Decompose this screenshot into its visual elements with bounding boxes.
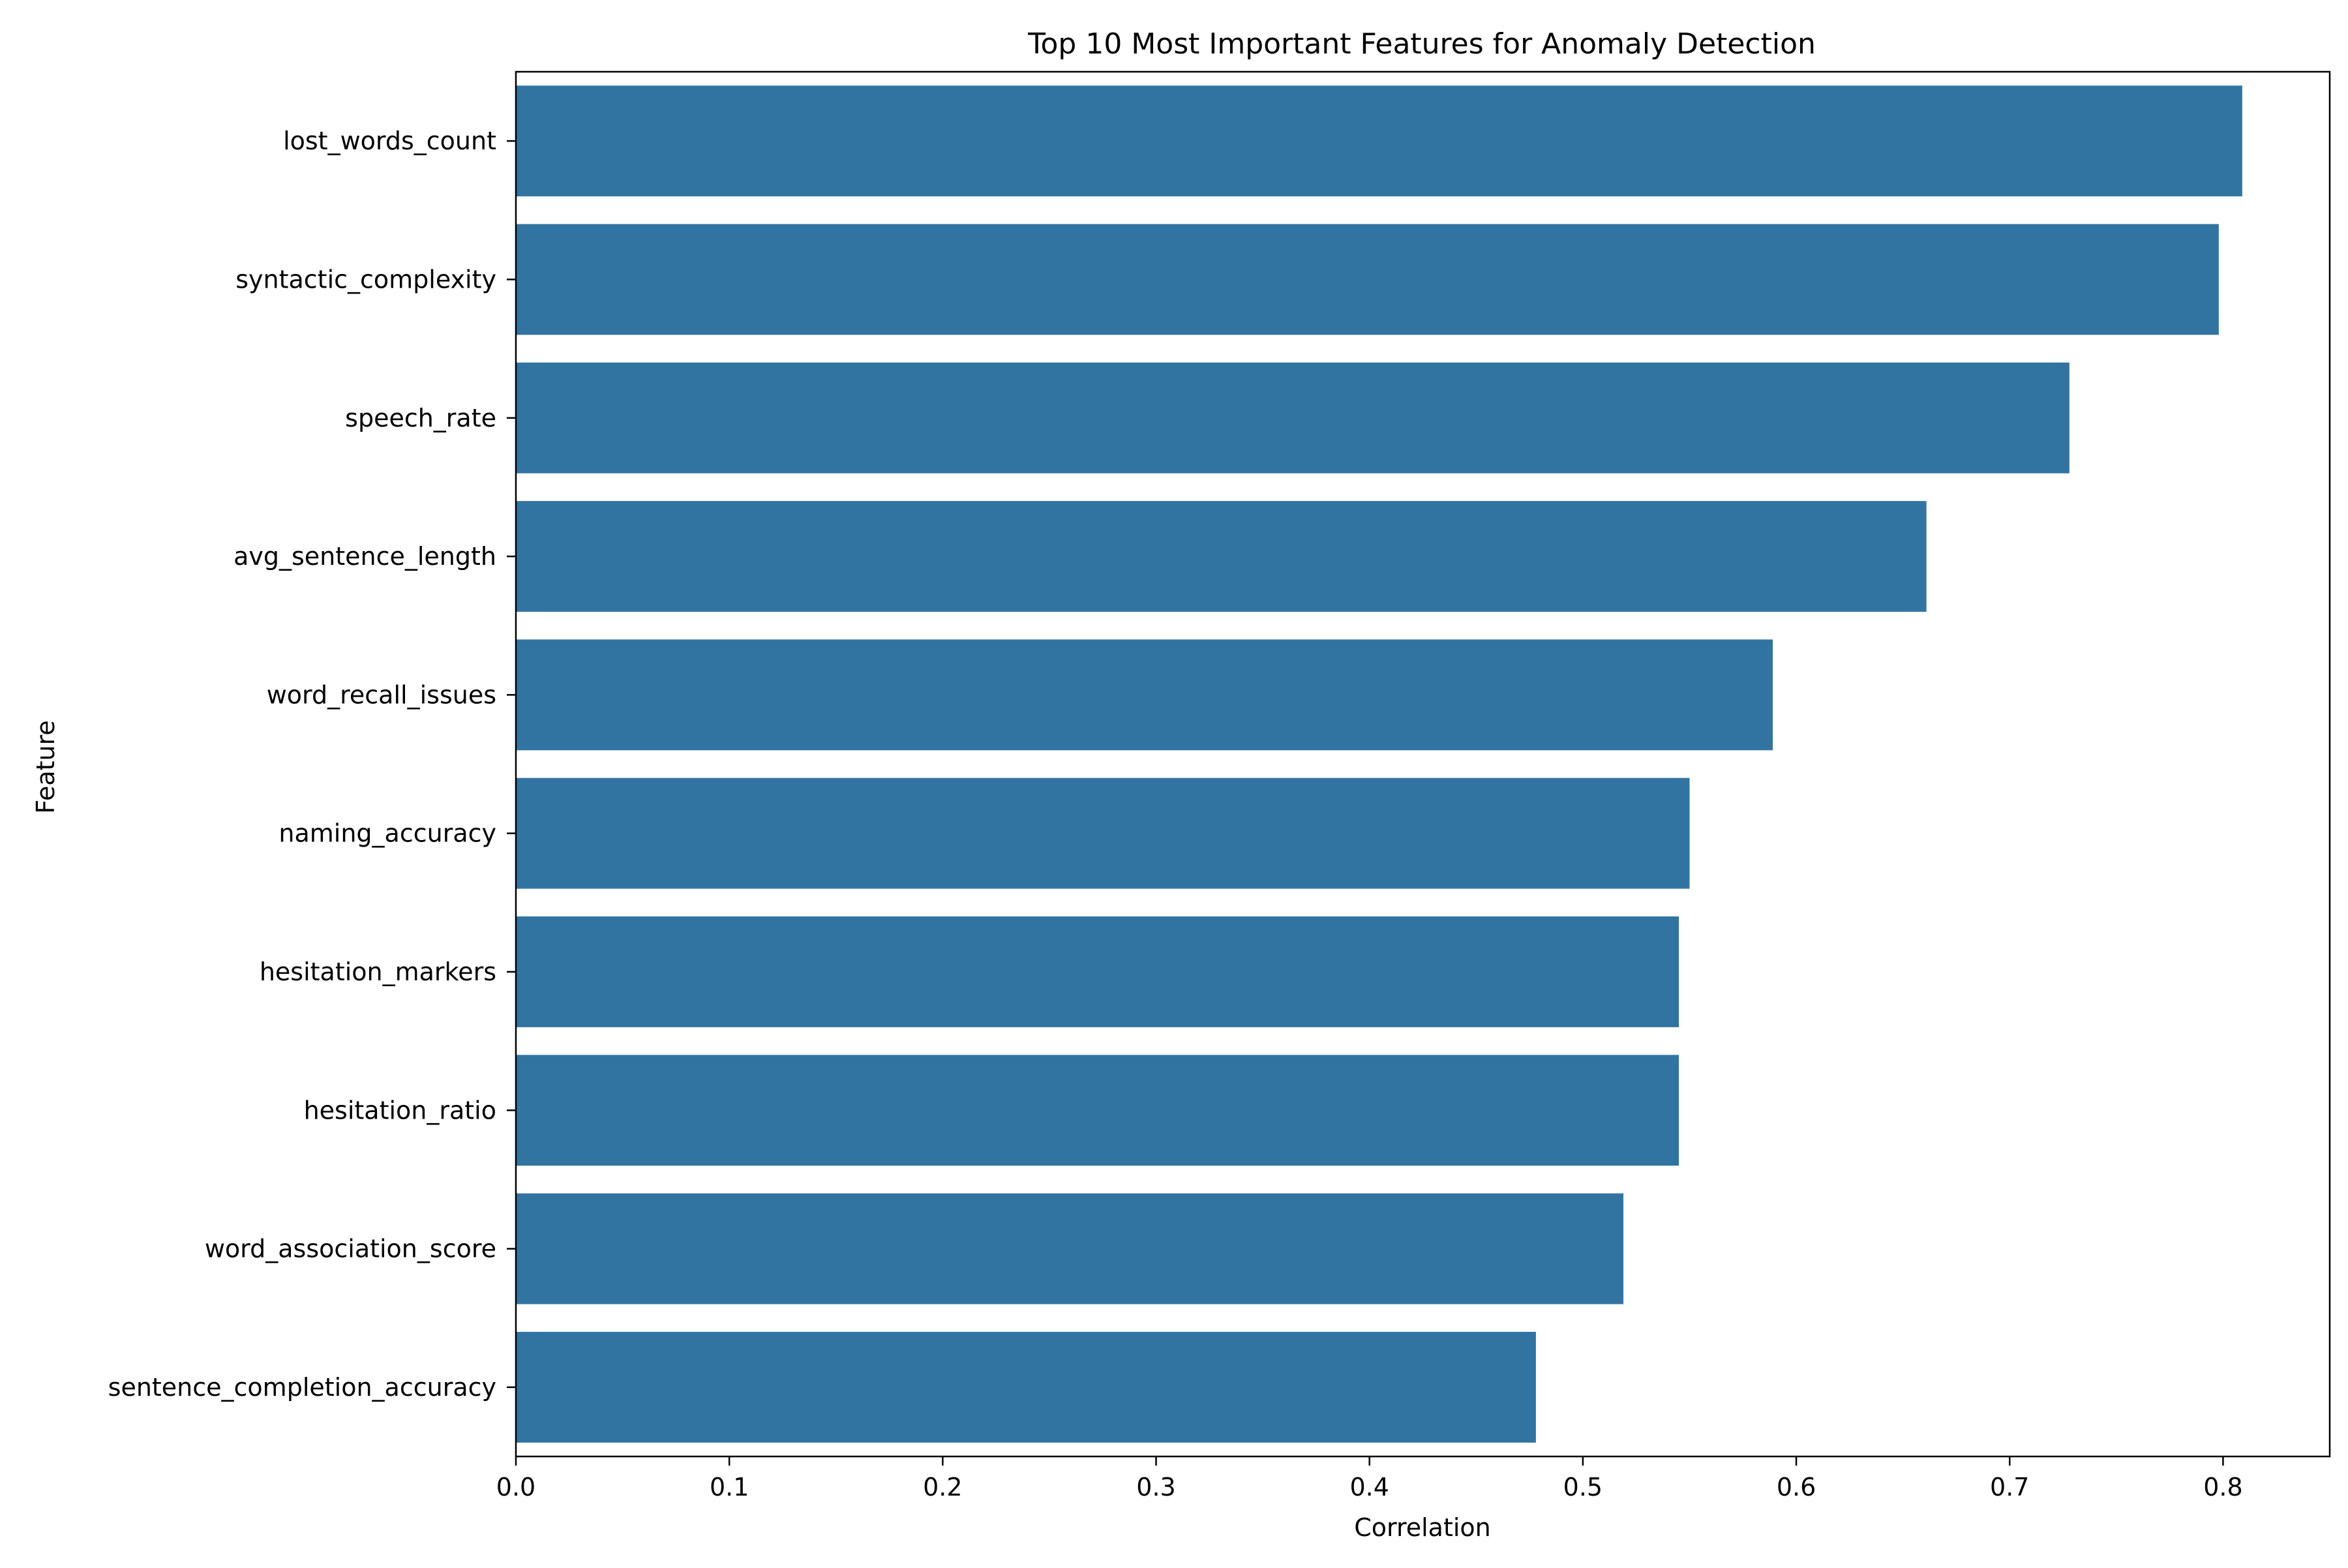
bar-sentence-completion-accuracy [516, 1331, 1536, 1443]
y-tick-label: avg_sentence_length [233, 542, 496, 571]
y-tick-label: hesitation_ratio [304, 1096, 496, 1124]
bar-word-association-score [516, 1193, 1624, 1304]
x-tick-label: 0.0 [496, 1473, 535, 1501]
y-tick-label: word_recall_issues [267, 680, 496, 709]
bars-layer [516, 85, 2242, 1443]
x-axis-label: Correlation [1354, 1513, 1491, 1542]
y-tick-label: hesitation_markers [260, 957, 496, 986]
bar-hesitation-ratio [516, 1055, 1679, 1166]
x-tick-label: 0.6 [1777, 1473, 1816, 1501]
y-axis-label: Feature [31, 720, 60, 814]
x-tick-label: 0.2 [923, 1473, 962, 1501]
plot-frame [515, 70, 2331, 1458]
y-axis-ticks: lost_words_count syntactic_complexityspee… [108, 127, 516, 1402]
bar-word-recall-issues [516, 639, 1773, 751]
y-tick-label: lost_words_count [283, 127, 496, 155]
x-tick-label: 0.8 [2203, 1473, 2242, 1501]
chart-title: Top 10 Most Important Features for Anoma… [1027, 27, 1816, 61]
bar-hesitation-markers [516, 916, 1679, 1027]
x-tick-label: 0.1 [710, 1473, 749, 1501]
y-tick-label: syntactic_complexity [235, 265, 496, 294]
bar-syntactic-complexity [516, 224, 2219, 335]
x-axis-ticks: 0.0 0.1 0.2 0.3 0.4 0.5 0.6 0.7 0.8 [496, 1456, 2243, 1501]
y-tick-label: sentence_completion_accuracy [108, 1373, 496, 1402]
x-tick-label: 0.5 [1563, 1473, 1603, 1501]
y-tick-label: speech_rate [345, 404, 496, 432]
bar-avg-sentence-length [516, 501, 1927, 612]
bar-speech-rate [516, 362, 2070, 474]
bar-lost-words-count [516, 85, 2242, 197]
y-tick-label: naming_accuracy [278, 819, 496, 848]
x-tick-label: 0.7 [1990, 1473, 2029, 1501]
y-tick-label: word_association_score [205, 1235, 496, 1263]
x-tick-label: 0.3 [1136, 1473, 1175, 1501]
x-tick-label: 0.4 [1349, 1473, 1389, 1501]
bar-naming-accuracy [516, 777, 1690, 889]
